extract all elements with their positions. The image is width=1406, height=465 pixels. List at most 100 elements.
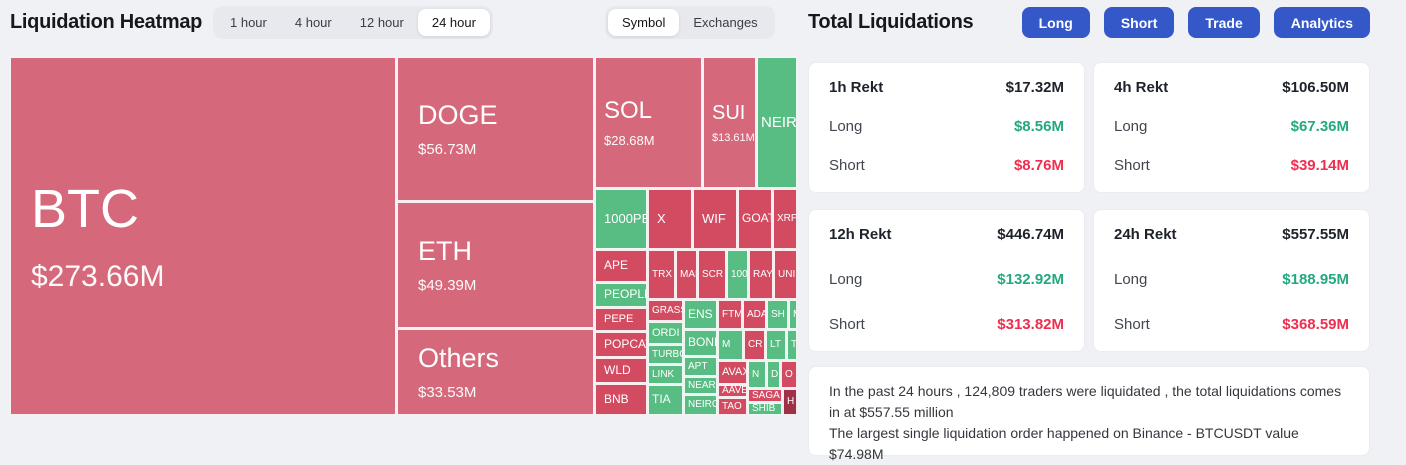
treemap-cell-label: APT — [688, 360, 708, 372]
treemap-cell-eth[interactable]: ETH $49.39M — [397, 202, 594, 328]
treemap-cell-grass[interactable]: GRASS — [648, 300, 683, 321]
treemap-cell-bonk[interactable]: BONK — [684, 330, 717, 356]
short-label: Short — [1114, 316, 1150, 333]
treemap-cell-neiro[interactable]: NEIRO — [757, 57, 797, 188]
treemap-cell-label: TIA — [652, 392, 671, 407]
treemap-cell-x[interactable]: X — [648, 189, 692, 249]
treemap-cell-wld[interactable]: WLD — [595, 358, 647, 383]
treemap-cell-label: WLD — [604, 362, 631, 377]
treemap-cell-ada[interactable]: ADA — [743, 300, 766, 329]
liquidation-treemap: BTC $273.66M DOGE $56.73M ETH $49.39M Others $3… — [10, 57, 797, 415]
short-value: $368.59M — [1282, 316, 1349, 333]
treemap-cell-label: SOL — [604, 97, 653, 125]
treemap-cell-label: WIF — [702, 210, 726, 226]
treemap-cell-label: FTM — [722, 308, 742, 320]
treemap-cell-label: M — [722, 339, 731, 351]
treemap-cell-uni[interactable]: UNI — [774, 250, 797, 299]
treemap-cell-ape[interactable]: APE — [595, 250, 647, 282]
treemap-cell-n[interactable]: N — [748, 361, 766, 388]
treemap-cell-label: GRASS — [652, 304, 682, 316]
treemap-cell-xrp[interactable]: XRP — [773, 189, 797, 249]
treemap-cell-label: O — [785, 368, 793, 380]
treemap-cell-apt[interactable]: APT — [684, 357, 717, 376]
treemap-cell-pepe[interactable]: PEPE — [595, 308, 647, 331]
treemap-cell-t[interactable]: T — [787, 330, 797, 360]
treemap-cell-bnb[interactable]: BNB — [595, 384, 647, 415]
treemap-cell-label: ETH — [418, 236, 472, 267]
treemap-cell-ordi[interactable]: ORDI — [648, 322, 683, 344]
treemap-cell-ens[interactable]: ENS — [684, 300, 717, 329]
treemap-cell-sol[interactable]: SOL $28.68M — [595, 57, 702, 188]
treemap-cell-goat[interactable]: GOAT — [738, 189, 772, 249]
long-button[interactable]: Long — [1021, 7, 1090, 38]
treemap-cell-saga[interactable]: SAGA — [748, 389, 782, 402]
treemap-cell-label: TURBO — [652, 348, 682, 360]
view-toggle-symbol[interactable]: Symbol — [608, 9, 680, 36]
treemap-cell-shib[interactable]: SHIB — [748, 403, 782, 415]
trade-button[interactable]: Trade — [1188, 7, 1260, 38]
treemap-cell-people[interactable]: PEOPLE — [595, 283, 647, 307]
treemap-cell-value: $13.61M — [712, 131, 755, 144]
treemap-cell-label: POPCAT — [604, 336, 646, 351]
treemap-cell-scr[interactable]: SCR — [698, 250, 726, 299]
treemap-cell-label: AVAX — [722, 366, 747, 379]
treemap-cell-1000pepe[interactable]: 1000PEPE — [595, 189, 647, 249]
treemap-cell-label: ORDI — [652, 326, 680, 339]
treemap-cell-label: Others — [418, 343, 500, 374]
treemap-cell-tao[interactable]: TAO — [718, 398, 747, 415]
long-value: $67.36M — [1290, 118, 1349, 135]
treemap-cell-popcat[interactable]: POPCAT — [595, 332, 647, 357]
rekt-card-4h: 4h Rekt $106.50M Long $67.36M Short $39.14M — [1093, 62, 1370, 193]
time-range-1h[interactable]: 1 hour — [230, 15, 267, 30]
treemap-cell-aave[interactable]: AAVE — [718, 385, 747, 397]
time-range-24h[interactable]: 24 hour — [417, 9, 490, 36]
treemap-cell-label: NEIROETH — [688, 399, 716, 411]
treemap-cell-o[interactable]: O — [781, 361, 797, 388]
treemap-cell-neiroeth[interactable]: NEIROETH — [684, 395, 717, 415]
long-label: Long — [1114, 118, 1148, 135]
treemap-cell-ftm[interactable]: FTM — [718, 300, 742, 329]
treemap-cell-label: XRP — [777, 213, 797, 225]
period-total: $17.32M — [1005, 79, 1064, 96]
treemap-cell-label: SHIB — [752, 403, 776, 415]
treemap-cell-tia[interactable]: TIA — [648, 385, 683, 415]
treemap-cell-m-37[interactable]: M — [789, 300, 797, 329]
time-range-4h[interactable]: 4 hour — [294, 15, 332, 30]
analytics-button[interactable]: Analytics — [1273, 7, 1370, 38]
treemap-cell-label: SUI — [712, 101, 746, 124]
treemap-cell-m-38[interactable]: M — [718, 330, 743, 360]
treemap-cell-value: $33.53M — [418, 383, 477, 401]
treemap-cell-value: $56.73M — [418, 140, 477, 158]
short-label: Short — [829, 157, 865, 174]
treemap-cell-ray[interactable]: RAY — [749, 250, 773, 299]
treemap-cell-sui[interactable]: SUI $13.61M — [703, 57, 756, 188]
treemap-cell-btc[interactable]: BTC $273.66M — [10, 57, 396, 415]
rekt-card-12h: 12h Rekt $446.74M Long $132.92M Short $313.… — [808, 209, 1085, 352]
treemap-cell-link[interactable]: LINK — [648, 365, 683, 384]
treemap-cell-value: $273.66M — [31, 259, 165, 293]
treemap-cell-label: NEAR — [688, 379, 716, 391]
treemap-cell-label: H — [787, 396, 795, 408]
treemap-cell-others[interactable]: Others $33.53M — [397, 329, 594, 415]
treemap-cell-label: MANA — [680, 268, 696, 280]
treemap-cell-trx[interactable]: TRX — [648, 250, 675, 299]
treemap-cell-d[interactable]: D — [767, 361, 780, 388]
treemap-cell-near[interactable]: NEAR — [684, 377, 717, 394]
view-toggle-exchanges[interactable]: Exchanges — [693, 15, 758, 30]
treemap-cell-wif[interactable]: WIF — [693, 189, 737, 249]
treemap-cell-sh[interactable]: SH — [767, 300, 788, 329]
treemap-cell-h[interactable]: H — [783, 389, 797, 415]
treemap-cell-avax[interactable]: AVAX — [718, 361, 747, 384]
treemap-cell-cr[interactable]: CR — [744, 330, 765, 360]
treemap-cell-label: RAY — [753, 268, 773, 280]
treemap-cell-1000sats[interactable]: 1000SATS — [727, 250, 748, 299]
treemap-cell-turbo[interactable]: TURBO — [648, 345, 683, 364]
treemap-cell-label: ADA — [747, 308, 766, 320]
time-range-12h[interactable]: 12 hour — [359, 15, 404, 30]
treemap-cell-lt[interactable]: LT — [766, 330, 786, 360]
treemap-cell-mana[interactable]: MANA — [676, 250, 697, 299]
treemap-cell-doge[interactable]: DOGE $56.73M — [397, 57, 594, 201]
short-button[interactable]: Short — [1103, 7, 1175, 38]
panel-buttons: Long Short Trade Analytics — [1021, 7, 1370, 38]
treemap-cell-label: LT — [770, 339, 781, 351]
